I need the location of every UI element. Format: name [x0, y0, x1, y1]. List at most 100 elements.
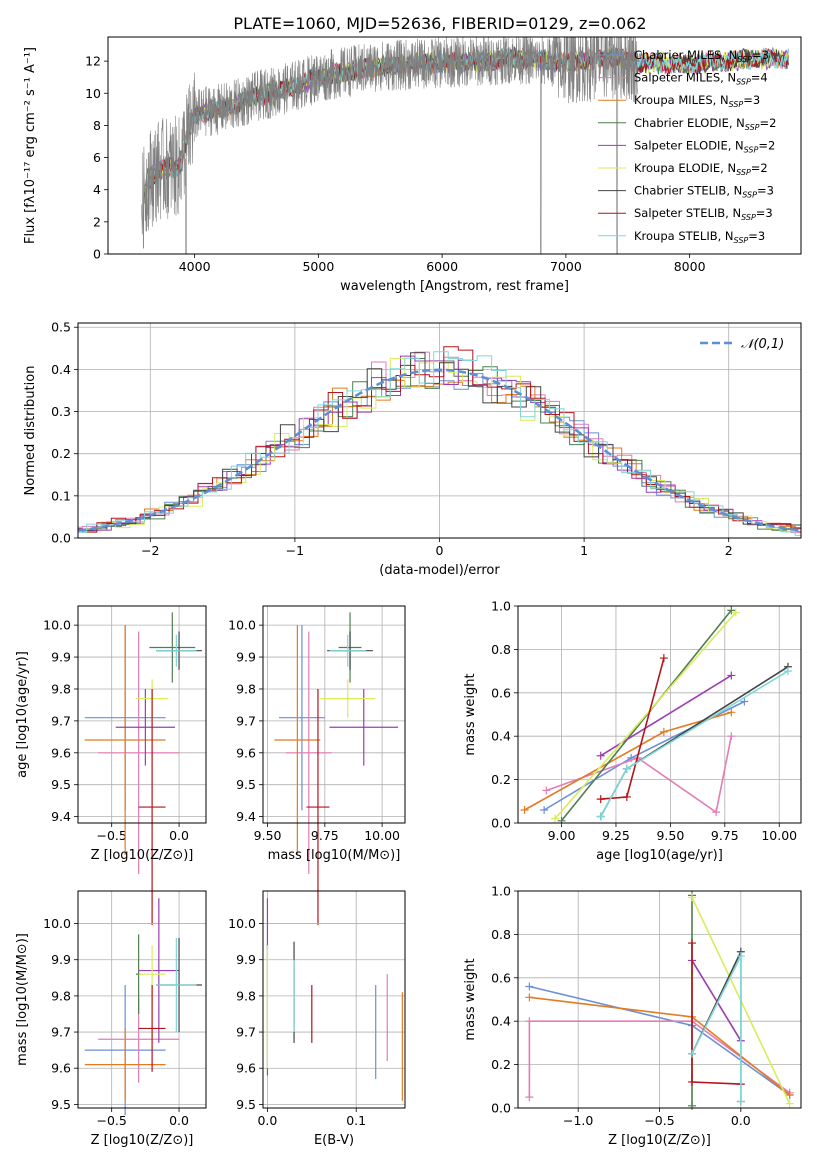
weight-point-marker — [736, 952, 745, 961]
y-tick-label: 10.0 — [228, 916, 256, 931]
observed-spectrum-line — [141, 37, 638, 254]
weight-point-marker — [783, 667, 792, 676]
weight-line — [554, 611, 737, 820]
legend-label: Salpeter MILES, NSSP=4 — [634, 71, 768, 87]
x-tick-label: −0.5 — [97, 828, 127, 843]
y-tick-label: 4 — [93, 182, 101, 197]
legend-text: Kroupa ELODIE, N — [634, 161, 736, 175]
weight-point-marker — [596, 795, 605, 804]
y-tick-label: 0.2 — [491, 772, 511, 787]
axes-frame — [107, 36, 802, 255]
weight-point-marker — [688, 1049, 697, 1058]
x-tick-label: 4000 — [179, 259, 211, 274]
x-axis-label: Z [log10(Z/Z⊙)] — [608, 1133, 711, 1148]
residual-histogram-step — [78, 379, 801, 532]
y-tick-label: 0.2 — [491, 1057, 511, 1072]
y-tick-label: 0.4 — [491, 1014, 511, 1029]
y-axis-label: mass [log10(M/M⊙)] — [15, 933, 30, 1066]
x-tick-label: 6000 — [426, 259, 458, 274]
legend-text: Chabrier MILES, N — [634, 48, 737, 62]
x-tick-label: 9.75 — [711, 828, 739, 843]
weight-point-marker — [542, 786, 551, 795]
legend-text: Chabrier STELIB, N — [634, 184, 742, 198]
x-axis-label: mass [log10(M/M⊙)] — [268, 848, 401, 863]
x-axis-label: Z [log10(Z/Z⊙)] — [91, 848, 194, 863]
legend-count: =3 — [743, 93, 760, 107]
legend-label: Kroupa ELODIE, NSSP=2 — [634, 161, 768, 177]
weight-vs-age-panel: 9.00 9.25 9.50 9.75 10.00 0.0 0.2 0.4 0.6 0.8 1.0 a… — [463, 599, 802, 863]
legend-subscript: SSP — [734, 236, 749, 245]
weight-point-marker — [712, 808, 721, 817]
legend-count: =3 — [752, 48, 769, 62]
legend-label: Salpeter STELIB, NSSP=3 — [634, 206, 773, 222]
x-tick-label: 9.75 — [311, 828, 339, 843]
residual-histogram-step — [78, 352, 801, 537]
legend-label: Chabrier ELODIE, NSSP=2 — [634, 116, 776, 132]
axes-frame — [77, 890, 207, 1109]
x-tick-label: 9.50 — [656, 828, 684, 843]
weight-point-marker — [525, 1017, 534, 1026]
y-tick-label: 1.0 — [491, 599, 511, 614]
weight-line — [600, 657, 665, 800]
x-tick-label: −0.5 — [644, 1113, 674, 1128]
legend-subscript: SSP — [744, 145, 759, 154]
weight-point-marker — [736, 1097, 745, 1106]
y-tick-label: 0.1 — [51, 488, 71, 503]
y-tick-label: 10 — [85, 86, 101, 101]
x-tick-label: 5000 — [302, 259, 334, 274]
y-tick-label: 9.8 — [236, 988, 256, 1003]
legend-text: Kroupa MILES, N — [634, 93, 729, 107]
x-tick-label: 0.0 — [169, 828, 189, 843]
y-tick-label: 10.0 — [43, 916, 71, 931]
legend-subscript: SSP — [736, 168, 751, 177]
weight-point-marker — [688, 893, 697, 902]
y-tick-label: 9.6 — [236, 1061, 256, 1076]
weight-point-marker — [520, 805, 529, 814]
age-vs-mass-panel: 9.50 9.75 10.00 9.4 9.5 9.6 9.7 9.8 9.9 10.0 mass … — [228, 605, 406, 926]
residual-histogram-step — [78, 346, 801, 533]
x-tick-label: 0.0 — [731, 1113, 751, 1128]
y-tick-label: 9.7 — [236, 1025, 256, 1040]
weight-point-marker — [688, 1101, 697, 1110]
x-axis-label: wavelength [Angstrom, rest frame] — [340, 279, 569, 294]
x-tick-label: 8000 — [674, 259, 706, 274]
x-tick-label: 0.1 — [346, 1113, 366, 1128]
y-tick-label: 0.6 — [491, 685, 511, 700]
y-tick-label: 12 — [85, 54, 101, 69]
y-tick-label: 0.3 — [51, 404, 71, 419]
weight-point-marker — [525, 982, 534, 991]
x-axis-label: E(B-V) — [314, 1133, 354, 1148]
y-tick-label: 0 — [93, 247, 101, 262]
weight-point-marker — [688, 1077, 697, 1086]
x-tick-label: 7000 — [550, 259, 582, 274]
x-axis-label: age [log10(age/yr)] — [596, 848, 723, 863]
x-tick-label: 0.0 — [257, 1113, 277, 1128]
y-tick-label: 6 — [93, 150, 101, 165]
y-axis-label: mass weight — [463, 958, 478, 1040]
weight-point-marker — [551, 814, 560, 823]
y-tick-label: 0.2 — [51, 446, 71, 461]
weight-point-marker — [622, 792, 631, 801]
axes-frame — [77, 322, 802, 539]
y-tick-label: 1.0 — [491, 884, 511, 899]
legend-subscript: SSP — [737, 55, 752, 64]
y-tick-label: 9.9 — [51, 952, 71, 967]
y-tick-label: 9.7 — [51, 713, 71, 728]
y-tick-label: 8 — [93, 118, 101, 133]
legend-subscript: SSP — [736, 78, 751, 87]
x-tick-label: 9.25 — [602, 828, 630, 843]
axes-frame — [77, 605, 207, 824]
y-tick-label: 0.8 — [491, 642, 511, 657]
weight-line — [599, 666, 789, 817]
legend-label: Chabrier STELIB, NSSP=3 — [634, 184, 774, 200]
x-axis-label: Z [log10(Z/Z⊙)] — [91, 1133, 194, 1148]
weight-point-marker — [659, 727, 668, 736]
weight-point-marker — [727, 606, 736, 615]
y-tick-label: 0.0 — [491, 816, 511, 831]
legend-text: Salpeter MILES, N — [634, 71, 736, 85]
y-tick-label: 10.0 — [43, 618, 71, 633]
axes-frame — [517, 890, 802, 1109]
legend-count: =3 — [756, 206, 773, 220]
y-axis-label: age [log10(age/yr)] — [15, 651, 30, 778]
